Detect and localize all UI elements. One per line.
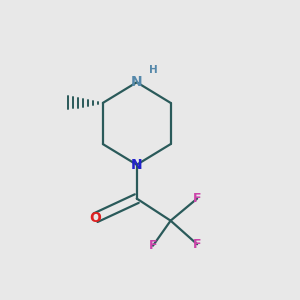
Text: F: F [193,238,201,251]
Text: N: N [131,158,142,172]
Text: F: F [149,239,157,252]
Text: O: O [90,211,101,225]
Text: H: H [148,65,157,76]
Text: N: N [131,75,142,89]
Text: F: F [193,192,201,205]
